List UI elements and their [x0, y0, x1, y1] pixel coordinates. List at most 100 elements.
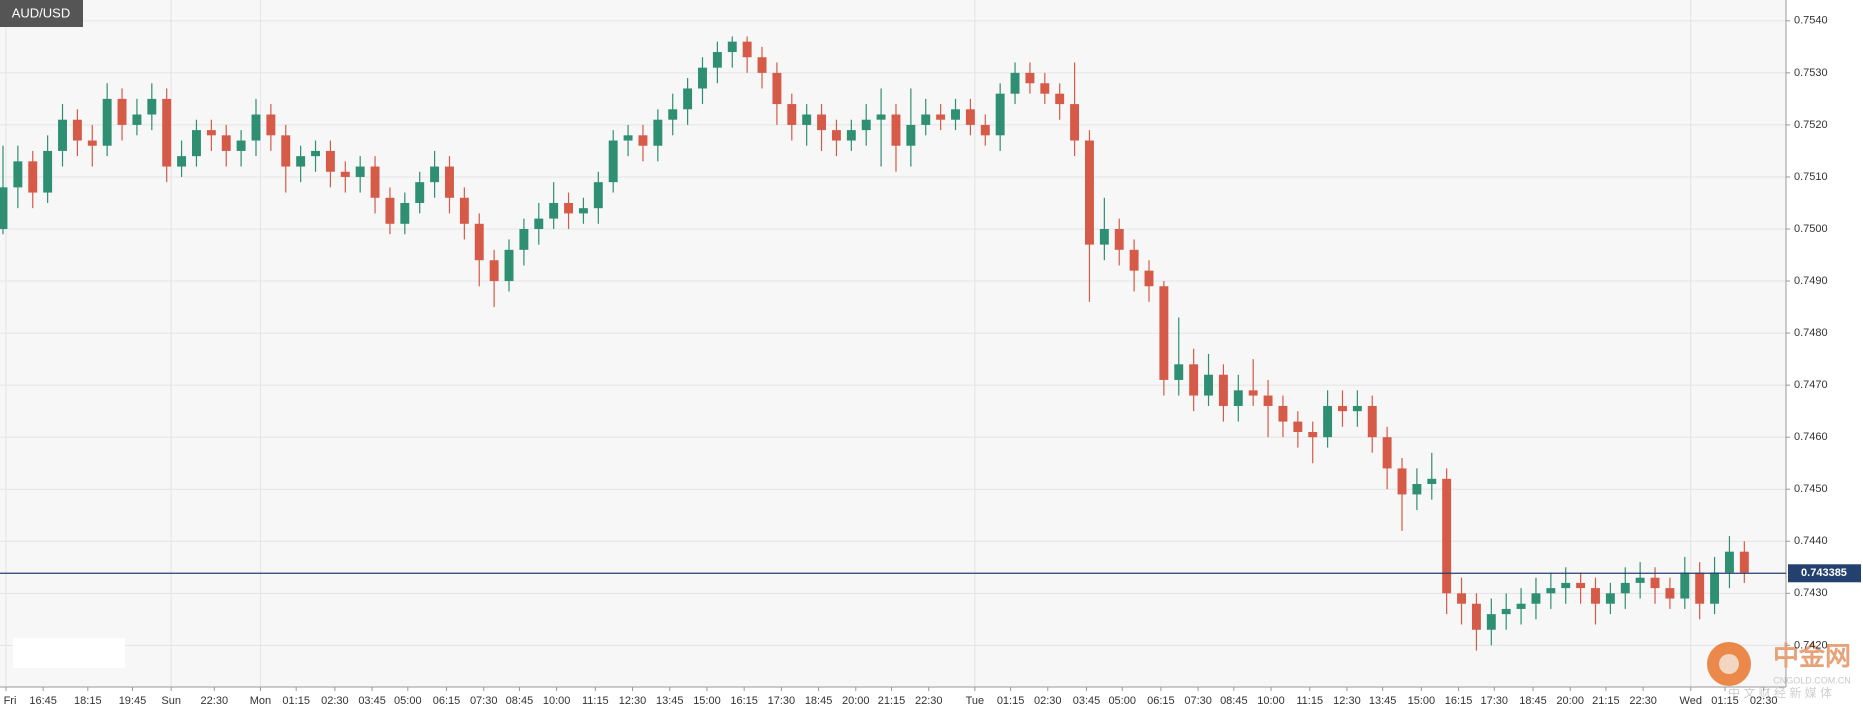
- candle-body: [593, 182, 603, 209]
- candle-body: [1204, 374, 1213, 396]
- x-tick-label: Sun: [161, 695, 181, 707]
- candle-body: [1278, 405, 1288, 422]
- x-tick-label: 02:30: [321, 695, 349, 707]
- candle-body: [1576, 582, 1586, 589]
- x-tick-label: 06:15: [433, 695, 461, 707]
- x-tick-label: 10:00: [543, 695, 571, 707]
- x-tick-label: 01:15: [1711, 695, 1739, 707]
- y-tick-label: 0.7520: [1794, 119, 1828, 131]
- candle-body: [965, 109, 975, 125]
- candle-body: [1144, 270, 1154, 287]
- candle-body: [147, 98, 157, 115]
- y-tick-label: 0.7490: [1794, 275, 1828, 287]
- watermark-slogan: 中 文 财 经 新 媒 体: [1728, 685, 1832, 700]
- candle-body: [1695, 572, 1705, 604]
- candle-body: [162, 98, 172, 167]
- x-tick-label: 18:15: [74, 695, 102, 707]
- candle-body: [742, 41, 752, 58]
- candle-body: [936, 114, 946, 120]
- y-tick-label: 0.7420: [1794, 639, 1828, 651]
- x-tick-label: 02:30: [1034, 695, 1062, 707]
- x-tick-label: 11:15: [582, 695, 609, 707]
- candle-body: [311, 150, 320, 157]
- x-tick-label: 12:30: [619, 695, 647, 707]
- candle-body: [534, 218, 544, 229]
- watermark-logo-inner: [1719, 654, 1739, 674]
- candle-body: [787, 104, 797, 125]
- candle-body: [1724, 551, 1734, 573]
- candle-body: [831, 130, 841, 141]
- candle-body: [1442, 478, 1452, 594]
- candle-body: [817, 114, 827, 131]
- candle-body: [653, 119, 663, 146]
- candles: [0, 36, 1749, 651]
- candle-body: [1010, 72, 1020, 94]
- x-tick-label: 12:30: [1333, 695, 1361, 707]
- candle-body: [698, 67, 707, 89]
- y-tick-label: 0.7480: [1794, 327, 1828, 339]
- watermark: 中金网 CNGOLD.COM.CN 中 文 财 经 新 媒 体: [1707, 641, 1851, 700]
- candle-body: [1635, 577, 1645, 583]
- x-tick-label: 06:15: [1147, 695, 1175, 707]
- candle-body: [445, 166, 454, 198]
- candle-body: [43, 150, 53, 193]
- candle-body: [13, 161, 23, 188]
- x-tick-label: Mon: [250, 695, 271, 707]
- candle-body: [355, 166, 365, 177]
- x-tick-label: 17:30: [768, 695, 796, 707]
- candle-body: [1114, 229, 1124, 250]
- x-tick-label: 03:45: [358, 695, 386, 707]
- x-tick-label: 16:15: [1445, 695, 1473, 707]
- candle-body: [459, 197, 469, 224]
- candle-body: [58, 119, 67, 151]
- overlay: 0.743385: [0, 564, 1861, 583]
- candle-body: [638, 135, 648, 146]
- candle-body: [1159, 286, 1169, 380]
- candle-body: [1605, 593, 1615, 604]
- x-tick-label: 07:30: [470, 695, 498, 707]
- x-tick-label: 22:30: [1629, 695, 1657, 707]
- candle-body: [1323, 405, 1333, 438]
- candle-body: [1486, 614, 1496, 630]
- candle-body: [578, 208, 588, 214]
- candle-body: [236, 140, 246, 151]
- candle-body: [1352, 405, 1362, 412]
- x-tick-label: Fri: [4, 695, 17, 707]
- candle-body: [1620, 582, 1630, 594]
- candle-body: [1218, 374, 1228, 406]
- candle-body: [772, 72, 782, 105]
- x-tick-label: 15:00: [1408, 695, 1436, 707]
- chart-title: AUD/USD: [12, 5, 71, 20]
- blank-box: [13, 638, 125, 668]
- candle-body: [564, 202, 574, 214]
- candle-body: [489, 260, 499, 282]
- candle-body: [1367, 405, 1377, 438]
- y-tick-label: 0.7430: [1794, 587, 1828, 599]
- x-tick-label: 10:00: [1257, 695, 1285, 707]
- candle-body: [251, 114, 261, 141]
- candle-body: [1397, 468, 1407, 495]
- candle-body: [266, 114, 276, 136]
- candle-body: [1680, 572, 1690, 599]
- x-tick-label: 08:45: [1220, 695, 1248, 707]
- candle-body: [1546, 588, 1556, 594]
- x-tick-label: 20:00: [1556, 695, 1584, 707]
- candle-body: [281, 135, 291, 167]
- x-tick-label: 17:30: [1481, 695, 1509, 707]
- candle-body: [1471, 603, 1481, 630]
- candle-body: [846, 130, 856, 141]
- candle-body: [1516, 603, 1526, 609]
- candle-body: [906, 124, 916, 146]
- x-tick-label: 22:30: [201, 695, 229, 707]
- candle-body: [1382, 437, 1392, 469]
- y-tick-label: 0.7450: [1794, 483, 1828, 495]
- candle-body: [340, 171, 350, 177]
- candle-body: [891, 114, 901, 146]
- y-tick-label: 0.7540: [1794, 15, 1828, 27]
- y-tick-label: 0.7530: [1794, 67, 1828, 79]
- x-tick-label: 18:45: [805, 695, 833, 707]
- candle-body: [623, 135, 633, 141]
- candle-body: [757, 57, 767, 73]
